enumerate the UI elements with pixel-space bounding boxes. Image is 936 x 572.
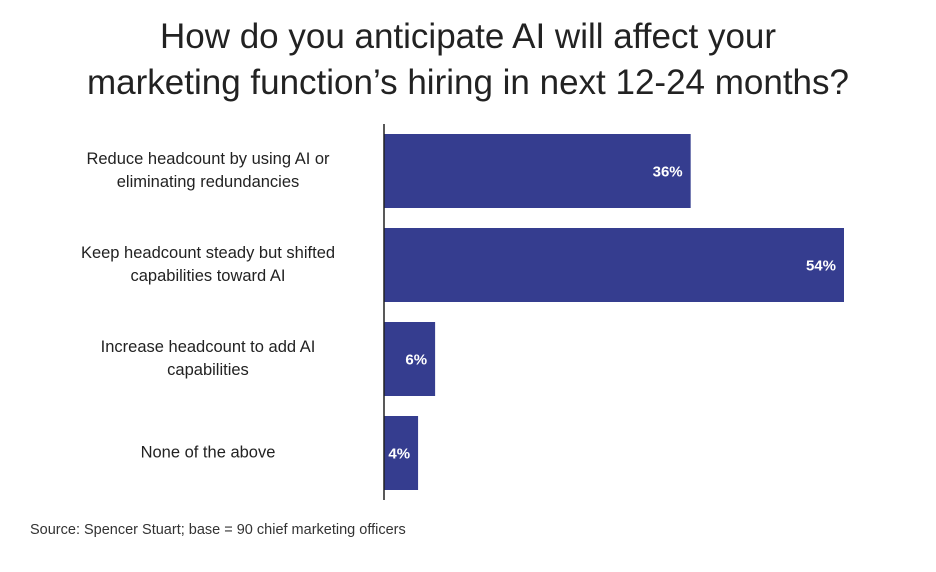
category-label-4: None of the above [38,442,378,465]
category-label-line: eliminating redundancies [116,173,300,191]
category-label-3: Increase headcount to add AI capabilities [38,336,378,382]
bar-value-label-1: 36% [653,164,683,181]
chart-title: How do you anticipate AI will affect you… [0,14,936,106]
bar-3 [384,322,436,396]
chart-title-line-1: How do you anticipate AI will affect you… [159,17,777,56]
bar-value-label-3: 6% [405,352,427,369]
bar-2 [384,228,844,302]
bar-value-label-2: 54% [806,258,836,275]
bar-4 [384,416,419,490]
bar-value-label-4: 4% [388,446,410,463]
category-label-1: Reduce headcount by using AI or eliminati… [38,148,378,194]
category-label-line: capabilities toward AI [130,267,286,285]
category-label-line: Increase headcount to add AI [100,338,316,356]
chart-title-line-2: marketing function’s hiring in next 12-2… [86,63,849,102]
category-label-line: Keep headcount steady but shifted [80,244,336,262]
category-label-line: None of the above [140,443,276,462]
category-label-line: Reduce headcount by using AI or [86,150,330,168]
bar-1 [384,134,691,208]
source-note: Source: Spencer Stuart; base = 90 chief … [30,522,406,538]
category-label-2: Keep headcount steady but shifted capabil… [38,242,378,288]
category-label-line: capabilities [167,361,249,379]
